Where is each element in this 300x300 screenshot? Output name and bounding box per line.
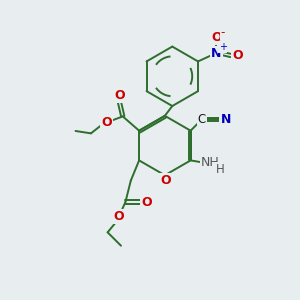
Text: N: N — [220, 113, 231, 126]
Text: O: O — [114, 210, 124, 224]
Text: O: O — [141, 196, 152, 208]
Text: O: O — [101, 116, 112, 130]
Text: +: + — [219, 42, 227, 52]
Text: N: N — [211, 46, 222, 60]
Text: -: - — [221, 26, 225, 39]
Text: O: O — [211, 31, 222, 44]
Text: O: O — [160, 174, 171, 187]
Text: C: C — [198, 113, 206, 126]
Text: NH: NH — [200, 156, 219, 169]
Text: O: O — [232, 49, 243, 62]
Text: H: H — [216, 163, 225, 176]
Text: O: O — [114, 89, 124, 102]
